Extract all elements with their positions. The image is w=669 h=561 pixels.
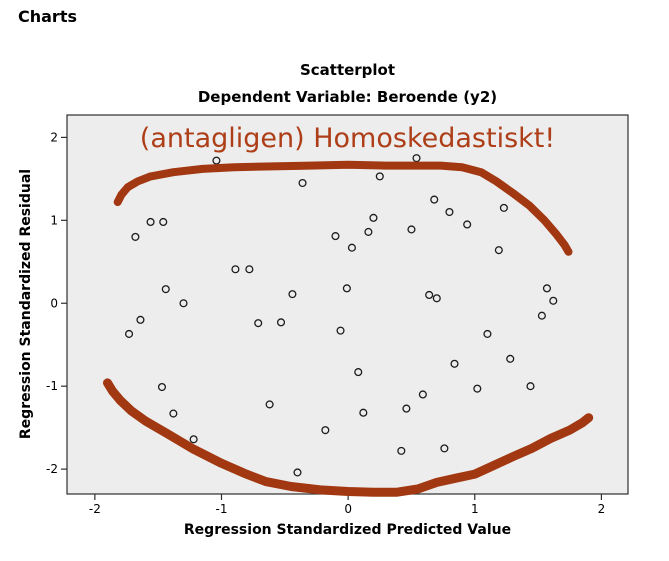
data-point (342, 284, 351, 293)
data-point (212, 156, 221, 165)
data-point (537, 311, 546, 320)
data-point (189, 435, 198, 444)
data-point (369, 213, 378, 222)
data-point (161, 285, 170, 294)
data-point (402, 404, 411, 413)
data-point (298, 178, 307, 188)
data-point (336, 326, 345, 335)
data-point (359, 408, 368, 417)
y-tick-label: 2 (50, 130, 58, 144)
data-point (397, 446, 406, 455)
data-point (483, 329, 492, 338)
annotation-stroke (103, 378, 594, 497)
y-tick-label: 1 (50, 213, 58, 227)
data-point (254, 319, 263, 328)
data-point (231, 265, 240, 274)
section-heading: Charts (18, 7, 77, 26)
data-point (450, 359, 459, 368)
data-point (146, 217, 155, 227)
data-point (321, 426, 330, 435)
data-point (288, 290, 297, 299)
data-point (499, 203, 508, 212)
chart-title: Scatterplot (299, 61, 396, 79)
data-point (445, 207, 454, 217)
data-point (407, 225, 416, 234)
data-point (432, 294, 441, 303)
data-point (412, 154, 421, 163)
data-point (265, 400, 274, 409)
data-point (506, 354, 515, 363)
data-point (125, 329, 134, 338)
x-tick-label: -1 (216, 502, 228, 516)
data-point (375, 172, 384, 181)
data-point (245, 265, 254, 274)
x-axis-label: Regression Standardized Predicted Value (183, 522, 512, 538)
x-tick-label: 0 (344, 502, 352, 516)
data-point (430, 195, 439, 204)
y-tick-label: -2 (46, 462, 58, 476)
y-axis-label: Regression Standardized Residual (18, 168, 34, 440)
x-tick-label: -2 (89, 502, 101, 516)
data-point (276, 318, 286, 327)
data-point (473, 384, 482, 393)
annotation-stroke (113, 160, 573, 256)
annotation-text: (antagligen) Homoskedastiskt! (139, 123, 556, 154)
data-point (169, 409, 178, 418)
data-point (440, 444, 449, 453)
data-point (364, 227, 373, 236)
data-point (549, 296, 558, 305)
data-point (157, 382, 167, 392)
data-point (159, 217, 168, 227)
x-tick-label: 1 (471, 502, 479, 516)
data-point (347, 243, 356, 252)
data-point (293, 468, 302, 477)
data-point (542, 284, 552, 293)
chart-subtitle: Dependent Variable: Beroende (y2) (197, 88, 498, 106)
data-point (526, 382, 535, 391)
y-tick-label: -1 (46, 379, 58, 393)
y-tick-label: 0 (50, 296, 58, 310)
data-point (331, 232, 340, 241)
data-point (418, 390, 427, 399)
data-point (463, 220, 472, 229)
data-point (494, 246, 503, 255)
data-point (425, 290, 434, 300)
data-point (131, 232, 140, 241)
x-tick-label: 2 (598, 502, 606, 516)
data-point (179, 299, 188, 308)
data-point (136, 315, 145, 324)
data-point (354, 368, 363, 377)
